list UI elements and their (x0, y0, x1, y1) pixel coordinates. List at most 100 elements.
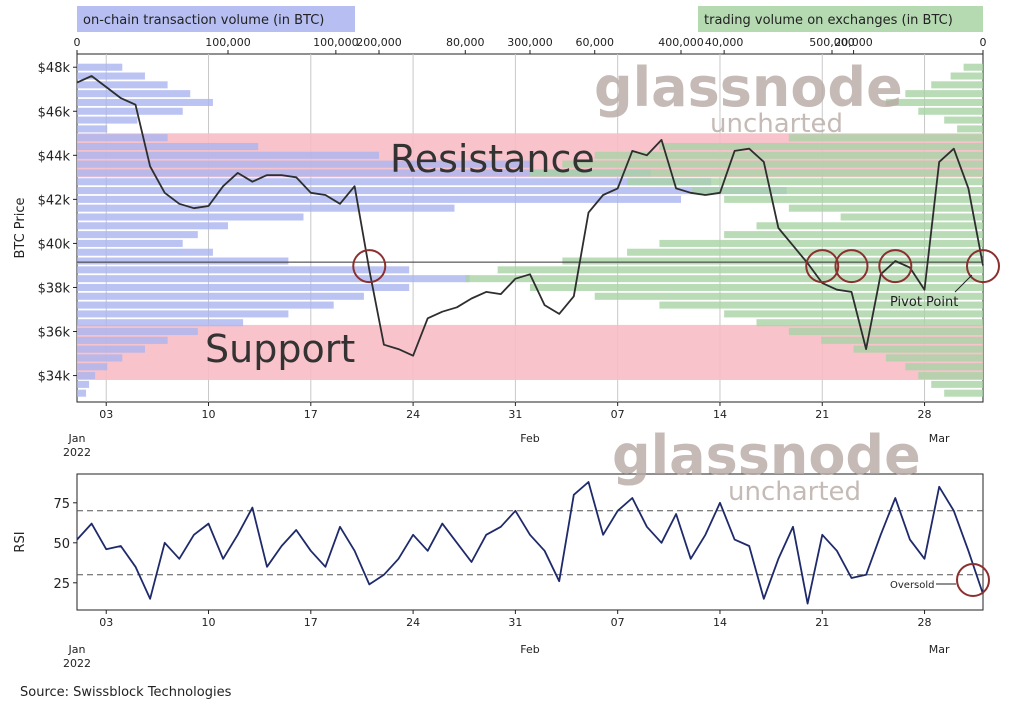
exchange-volume-bar (821, 336, 983, 344)
month-label: Feb (520, 432, 539, 445)
watermark-brand: glassnode (594, 56, 903, 119)
oversold-circle (956, 563, 990, 597)
exchange-volume-bar (659, 301, 983, 309)
exchange-volume-bar (944, 116, 983, 124)
onchain-volume-bar (77, 90, 191, 98)
rsi-tick-label: 50 (53, 537, 70, 552)
exchange-volume-bar (853, 345, 983, 353)
rsi-tick-label: 75 (53, 497, 70, 512)
price-tick-label: $36k (38, 326, 71, 341)
year-label: 2022 (63, 446, 91, 459)
watermark-sub: uncharted (728, 477, 861, 507)
onchain-volume-bar (77, 310, 289, 318)
exchange-volume-bar (905, 363, 983, 371)
date-tick-label: 17 (304, 408, 318, 421)
exchange-volume-bar (931, 81, 983, 89)
onchain-volume-bar (77, 283, 410, 291)
rsi-year-label: 2022 (63, 657, 91, 670)
onchain-volume-bar (77, 81, 168, 89)
onchain-volume-bar (77, 248, 213, 256)
source-note: Source: Swissblock Technologies (20, 685, 232, 700)
onchain-volume-bar (77, 178, 712, 186)
price-line (76, 75, 984, 357)
onchain-volume-bar (77, 125, 108, 133)
month-label: Mar (929, 432, 950, 445)
onchain-volume-bar (77, 239, 183, 247)
pivot-circle (352, 249, 387, 284)
onchain-volume-bar (77, 160, 530, 168)
pivot-circle (805, 249, 840, 284)
pivot-arrow (954, 274, 973, 293)
rsi-date-tick-label: 10 (202, 616, 216, 629)
onchain-volume-bar (77, 222, 228, 230)
exchange-volume-bar (562, 160, 983, 168)
exchange-volume-bar (497, 266, 983, 274)
onchain-volume-bar (77, 195, 681, 203)
onchain-axis-title: on-chain transaction volume (in BTC) (83, 13, 324, 28)
exchange-tick-label: 100,000 (313, 36, 359, 49)
onchain-volume-bar (77, 327, 198, 336)
date-tick-label: 24 (406, 408, 420, 421)
onchain-tick-label: 500,000 (809, 36, 855, 49)
exchange-volume-bar (724, 310, 983, 318)
exchange-volume-bar (724, 195, 983, 203)
onchain-volume-bar (77, 319, 244, 327)
exchange-volume-bar (627, 248, 983, 256)
price-tick-label: $42k (38, 193, 71, 208)
oversold-label: Oversold (890, 580, 935, 591)
watermark-sub: uncharted (710, 109, 843, 139)
onchain-tick-label: 400,000 (658, 36, 704, 49)
exchange-volume-bar (594, 292, 983, 300)
date-tick-label: 28 (918, 408, 932, 421)
price-panel: Resistance Support Pivot Point glassnodeunc… (13, 6, 1000, 459)
date-tick-label: 07 (611, 408, 625, 421)
price-tick-label: $44k (38, 149, 71, 164)
exchange-volume-bar (724, 231, 983, 239)
onchain-volume-bar (77, 292, 364, 300)
exchange-volume-bar (963, 63, 983, 71)
rsi-date-tick-label: 03 (99, 616, 113, 629)
date-tick-label: 14 (713, 408, 727, 421)
support-label: Support (205, 327, 355, 371)
exchange-tick-label: 20,000 (834, 36, 873, 49)
exchange-tick-label: 80,000 (446, 36, 485, 49)
exchange-volume-bar (756, 319, 983, 327)
onchain-volume-bar (77, 266, 410, 274)
rsi-axis-title: RSI (13, 531, 28, 552)
exchange-volume-bar (659, 239, 983, 247)
exchange-volume-bar (530, 283, 983, 291)
exchange-tick-label: 40,000 (705, 36, 744, 49)
rsi-month-label: Jan (68, 643, 86, 656)
exchange-volume-bar (530, 169, 983, 177)
exchange-volume-bar (788, 134, 983, 142)
exchange-volume-bar (788, 327, 983, 336)
date-tick-label: 10 (202, 408, 216, 421)
onchain-volume-bar (77, 151, 379, 159)
onchain-volume-bar (77, 142, 259, 151)
pivot-circle (878, 249, 913, 284)
rsi-date-tick-label: 24 (406, 616, 420, 629)
exchange-volume-bar (756, 222, 983, 230)
price-tick-label: $48k (38, 61, 71, 76)
onchain-volume-bar (77, 301, 334, 309)
onchain-tick-label: 200,000 (356, 36, 402, 49)
rsi-date-tick-label: 31 (508, 616, 522, 629)
rsi-tick-label: 25 (53, 577, 70, 592)
exchange-volume-bar (944, 389, 983, 397)
onchain-volume-bar (77, 169, 651, 177)
exchange-axis-title-box (698, 6, 983, 32)
pivot-point-label: Pivot Point (890, 295, 958, 310)
pivot-circle (834, 249, 869, 284)
onchain-volume-bar (77, 231, 198, 239)
onchain-volume-bar (77, 98, 213, 106)
exchange-volume-bar (885, 354, 983, 362)
exchange-volume-bar (918, 107, 983, 115)
price-tick-label: $40k (38, 237, 71, 252)
onchain-volume-bar (77, 257, 289, 265)
onchain-volume-bar (77, 389, 87, 397)
resistance-label: Resistance (390, 137, 595, 181)
onchain-tick-label: 0 (74, 36, 81, 49)
onchain-tick-label: 100,000 (205, 36, 251, 49)
rsi-date-tick-label: 07 (611, 616, 625, 629)
